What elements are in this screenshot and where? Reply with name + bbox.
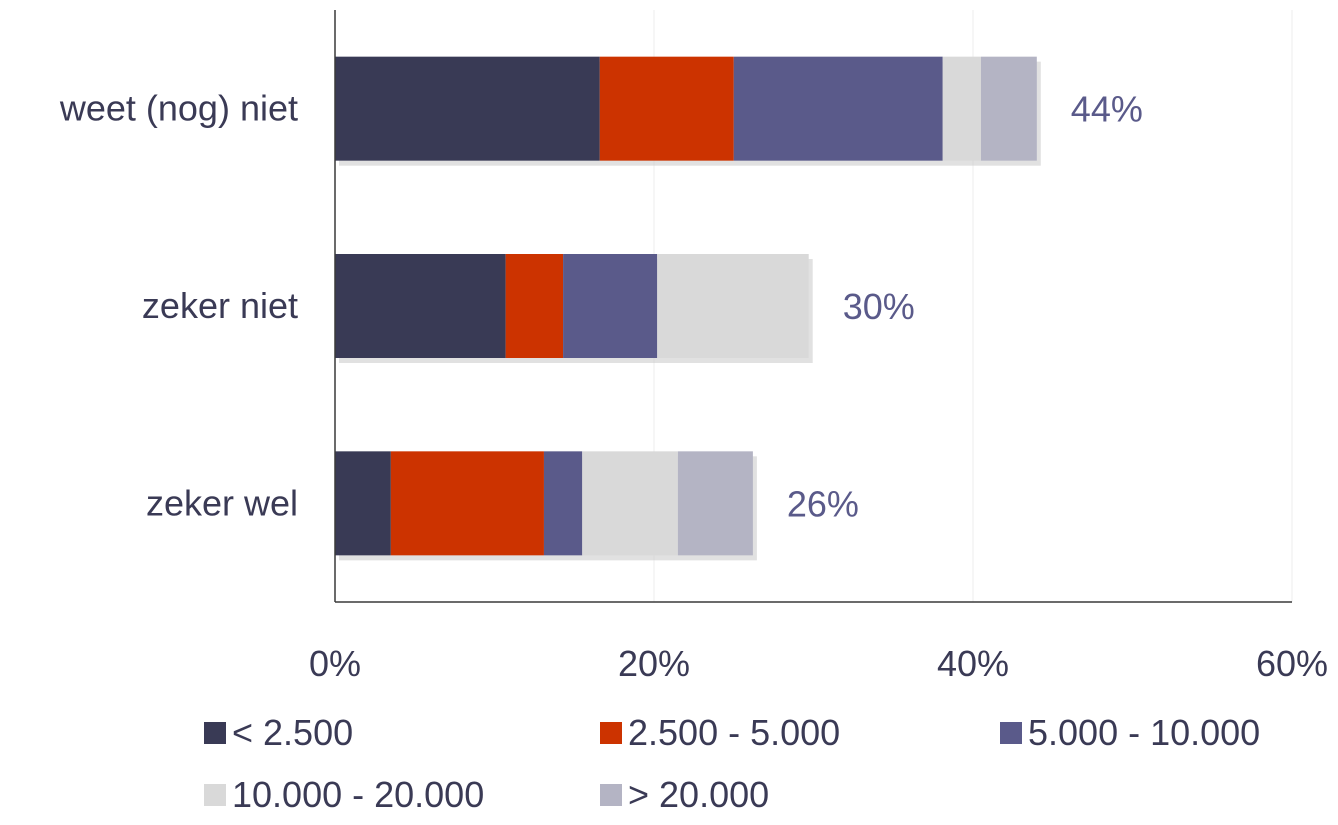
category-label: zeker wel: [146, 482, 298, 523]
x-tick-label: 20%: [618, 643, 690, 684]
bar-segment: [335, 451, 391, 556]
bar-segment: [599, 56, 734, 161]
legend-label: 2.500 - 5.000: [628, 712, 840, 753]
bar-segment: [657, 254, 809, 358]
bar-segment: [505, 254, 564, 358]
total-label: 30%: [843, 286, 915, 327]
bar-segment: [335, 56, 600, 161]
bar-segment: [733, 56, 943, 161]
bar-segment: [677, 451, 753, 556]
total-labels: 44% 30% 26%: [787, 89, 1143, 525]
bar-segment: [563, 254, 658, 358]
axes: [334, 10, 1292, 603]
legend-label: 5.000 - 10.000: [1028, 712, 1260, 753]
category-label: zeker niet: [142, 285, 298, 326]
total-label: 26%: [787, 483, 859, 524]
category-label: weet (nog) niet: [59, 88, 298, 129]
bar-segment: [335, 254, 506, 358]
legend-swatch: [204, 784, 226, 806]
x-tick-label: 0%: [309, 643, 361, 684]
x-tick-labels: 0% 20% 40% 60%: [309, 643, 1328, 684]
legend-swatch: [600, 784, 622, 806]
x-tick-label: 40%: [937, 643, 1009, 684]
legend-label: > 20.000: [628, 774, 769, 815]
bar-segment: [980, 56, 1037, 161]
legend-label: < 2.500: [232, 712, 353, 753]
category-labels: weet (nog) niet zeker niet zeker wel: [59, 88, 298, 524]
bar-segment: [543, 451, 583, 556]
legend-label: 10.000 - 20.000: [232, 774, 484, 815]
bar-segment: [942, 56, 981, 161]
bar-segment: [582, 451, 678, 556]
bars: [335, 56, 1041, 561]
legend-swatch: [1000, 722, 1022, 744]
legend: < 2.500 2.500 - 5.000 5.000 - 10.000 10.000…: [204, 712, 1260, 815]
total-label: 44%: [1071, 89, 1143, 130]
legend-swatch: [204, 722, 226, 744]
x-tick-label: 60%: [1256, 643, 1328, 684]
bar-segment: [390, 451, 544, 556]
legend-swatch: [600, 722, 622, 744]
